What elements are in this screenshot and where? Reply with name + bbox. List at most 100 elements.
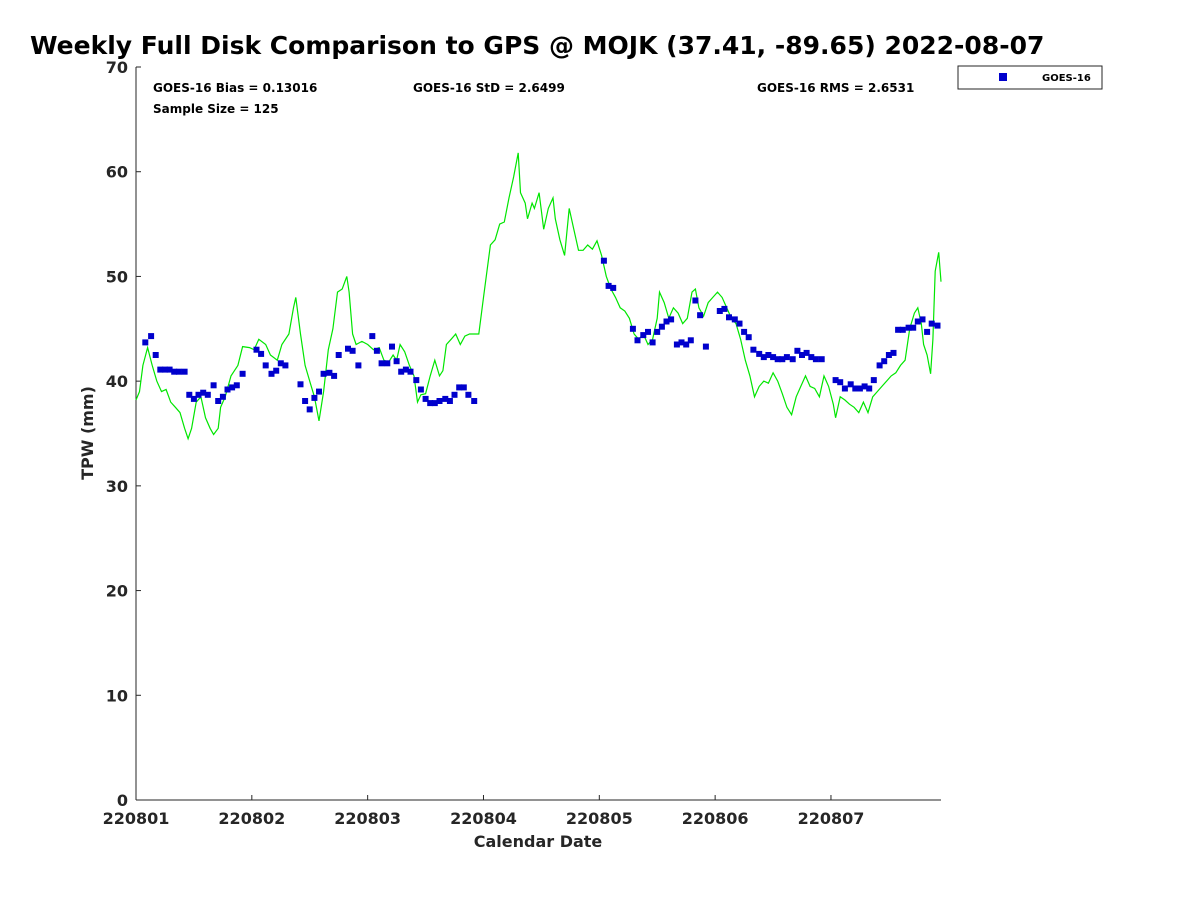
goes16-point (446, 398, 453, 404)
goes16-point (663, 318, 670, 325)
goes16-point (262, 362, 269, 369)
goes16-point (311, 394, 318, 401)
goes16-point (745, 334, 752, 341)
y-tick-label: 70 (106, 58, 128, 77)
legend-label-goes16: GOES-16 (1042, 73, 1091, 84)
goes16-point (349, 347, 356, 354)
goes16-point (870, 377, 877, 384)
goes16-point (610, 284, 617, 291)
goes16-point (687, 337, 694, 344)
goes16-point (760, 354, 767, 361)
goes16-point (837, 379, 844, 386)
gps-series (135, 152, 942, 441)
goes16-point (219, 393, 226, 400)
goes16-point (282, 362, 289, 369)
goes16-point (210, 382, 217, 389)
goes16-point (195, 391, 202, 398)
goes16-point (407, 368, 414, 375)
goes16-point (726, 314, 732, 321)
goes16-point (142, 339, 149, 346)
goes16-point (678, 339, 685, 346)
goes16-point (233, 382, 240, 389)
goes16-point (451, 391, 458, 398)
goes16-point (770, 354, 777, 361)
goes16-point (273, 367, 280, 374)
goes16-point (465, 391, 472, 398)
goes16-point (852, 385, 859, 392)
goes16-point (741, 328, 748, 335)
goes16-point (649, 339, 656, 346)
goes16-point (413, 377, 420, 384)
goes16-point (914, 318, 921, 325)
x-tick-label: 220804 (450, 809, 517, 828)
goes16-point (885, 352, 892, 358)
goes16-point (818, 356, 825, 363)
goes16-point (750, 346, 757, 353)
goes16-point (905, 324, 912, 331)
goes16-point (697, 312, 704, 319)
goes16-point (345, 345, 351, 352)
goes16-point (721, 305, 728, 312)
goes16-point (668, 316, 675, 323)
goes16-point (683, 341, 690, 348)
goes16-point (934, 322, 941, 329)
goes16-point (756, 350, 763, 357)
goes16-point (765, 352, 772, 358)
plot-frame (135, 67, 941, 801)
goes16-point (736, 320, 743, 327)
goes16-point (779, 356, 786, 363)
y-tick-label: 60 (106, 163, 128, 182)
x-tick-label: 220801 (103, 809, 170, 828)
goes16-point (422, 395, 429, 402)
goes16-point (460, 384, 467, 391)
goes16-point (866, 385, 873, 392)
goes16-point (316, 388, 322, 395)
goes16-point (803, 349, 810, 356)
goes16-point (417, 386, 424, 393)
goes16-series (142, 257, 941, 413)
legend: GOES-16 (957, 65, 1103, 90)
legend-box (957, 65, 1103, 90)
goes16-point (890, 349, 897, 356)
goes16-point (861, 383, 868, 390)
x-ticks: 220801 220802 220803 220804 220805 220806 2208… (103, 795, 864, 828)
goes16-point (832, 377, 839, 384)
y-tick-label: 20 (106, 582, 128, 601)
stat-sample-size: Sample Size = 125 (153, 102, 279, 116)
goes16-point (716, 308, 723, 314)
goes16-point (789, 356, 796, 363)
goes16-point (157, 366, 164, 373)
y-ticks: 0 10 20 30 40 50 60 70 (106, 58, 141, 810)
goes16-point (692, 297, 699, 304)
x-tick-label: 220803 (334, 809, 401, 828)
goes16-point (654, 328, 661, 335)
goes16-point (393, 358, 400, 365)
y-tick-label: 10 (106, 686, 128, 705)
goes16-point (335, 352, 342, 358)
goes16-point (384, 360, 391, 367)
goes16-point (389, 343, 395, 350)
x-tick-label: 220806 (682, 809, 749, 828)
goes16-point (297, 381, 304, 388)
goes16-point (456, 384, 463, 391)
goes16-point (378, 360, 385, 367)
goes16-point (258, 350, 265, 357)
goes16-point (774, 356, 781, 363)
goes16-point (924, 328, 931, 335)
goes16-point (171, 368, 178, 375)
goes16-point (331, 372, 338, 379)
x-axis-label: Calendar Date (474, 832, 603, 851)
goes16-point (600, 257, 607, 264)
y-tick-label: 30 (106, 477, 128, 496)
goes16-point (253, 346, 260, 353)
goes16-point (398, 368, 405, 375)
goes16-point (856, 385, 863, 392)
goes16-point (326, 369, 333, 376)
goes16-point (605, 282, 612, 289)
goes16-point (215, 398, 222, 404)
y-tick-label: 50 (106, 267, 128, 286)
goes16-point (277, 360, 284, 367)
goes16-point (355, 362, 362, 369)
goes16-point (928, 320, 935, 327)
